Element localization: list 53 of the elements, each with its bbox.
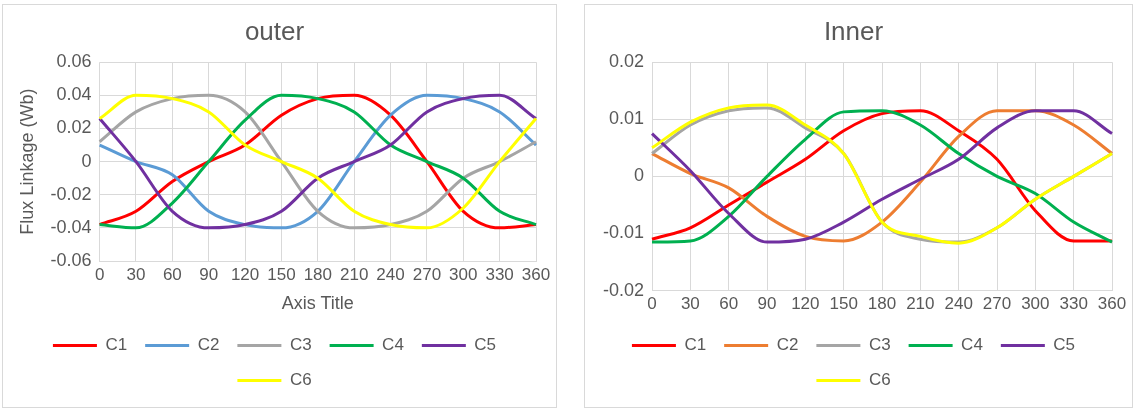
legend-label: C6 <box>868 370 891 390</box>
y-tick-label: 0.01 <box>608 108 645 129</box>
legend-label: C5 <box>1053 335 1076 355</box>
legend-label: C4 <box>961 335 983 355</box>
x-tick-label: 240 <box>376 264 405 284</box>
legend-label: C1 <box>105 335 128 355</box>
x-axis-title: Axis Title <box>281 293 354 314</box>
legend-label: C2 <box>197 335 220 355</box>
legend-label: C1 <box>684 335 707 355</box>
chart-title: outer <box>244 15 305 46</box>
x-tick-label: 300 <box>449 264 478 284</box>
x-tick-label: 120 <box>791 294 820 314</box>
x-tick-label: 240 <box>944 294 973 314</box>
y-tick-label: -0.02 <box>603 279 645 300</box>
legend-label: C4 <box>382 335 404 355</box>
x-tick-label: 210 <box>906 294 935 314</box>
x-tick-label: 0 <box>94 264 105 284</box>
y-axis-title: Flux Linkage (Wb) <box>16 88 37 235</box>
y-tick-label: -0.02 <box>50 183 92 204</box>
x-tick-label: 330 <box>1059 294 1088 314</box>
chart-title: Inner <box>823 15 884 46</box>
x-tick-label: 120 <box>230 264 260 284</box>
x-tick-label: 30 <box>126 264 146 284</box>
y-tick-label: 0.04 <box>56 84 92 105</box>
y-tick-label: 0.02 <box>608 51 645 72</box>
x-tick-label: 360 <box>521 264 551 284</box>
x-tick-label: 60 <box>719 294 739 314</box>
x-tick-label: 330 <box>485 264 514 284</box>
y-tick-label: 0 <box>634 165 645 186</box>
y-tick-label: 0.06 <box>56 51 92 72</box>
x-tick-label: 210 <box>339 264 369 284</box>
y-tick-label: -0.04 <box>50 216 92 237</box>
x-tick-label: 60 <box>162 264 182 284</box>
x-tick-label: 90 <box>757 294 777 314</box>
y-tick-label: -0.01 <box>603 222 645 243</box>
y-tick-label: 0.02 <box>56 117 92 138</box>
legend-label: C3 <box>289 335 312 355</box>
x-tick-label: 270 <box>982 294 1012 314</box>
x-tick-label: 180 <box>867 294 897 314</box>
x-tick-label: 30 <box>680 294 700 314</box>
y-tick-label: 0 <box>81 150 92 171</box>
x-tick-label: 360 <box>1097 294 1127 314</box>
legend-label: C5 <box>474 335 497 355</box>
legend-label: C3 <box>868 335 891 355</box>
x-tick-label: 150 <box>267 264 296 284</box>
x-tick-label: 90 <box>199 264 219 284</box>
x-tick-label: 270 <box>412 264 442 284</box>
x-tick-label: 150 <box>829 294 858 314</box>
legend-label: C2 <box>776 335 799 355</box>
legend-label: C6 <box>289 370 312 390</box>
x-tick-label: 300 <box>1021 294 1050 314</box>
y-tick-label: -0.06 <box>50 249 92 270</box>
x-tick-label: 180 <box>303 264 332 284</box>
